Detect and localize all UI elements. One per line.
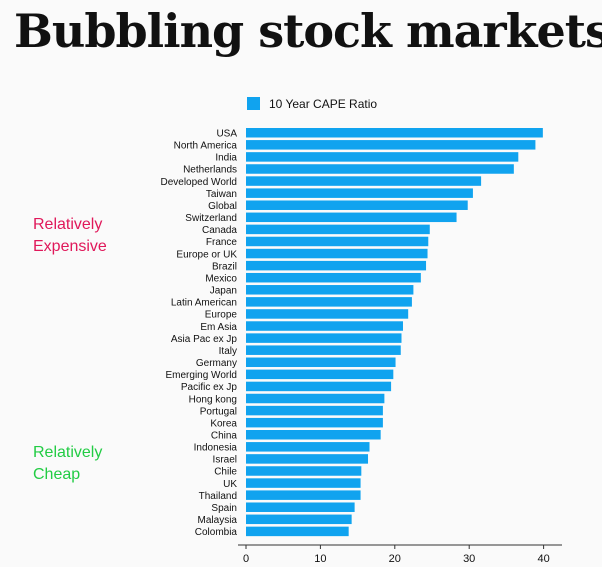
bar-europe [246,309,409,319]
bar-france [246,236,429,247]
bar-north-america [246,140,536,150]
category-label-canada: Canada [202,225,237,236]
category-label-japan: Japan [210,286,237,297]
bar-indonesia [246,442,370,452]
bar-developed-world [246,176,482,186]
category-label-italy: Italy [219,346,237,357]
bar-latin-american [246,297,412,307]
bar-netherlands [246,164,514,174]
category-label-france: France [206,237,238,248]
bar-taiwan [246,188,473,198]
bar-colombia [246,526,349,537]
cheap-annotation-line-2: Cheap [33,466,81,483]
x-tick-label-0: 0 [243,553,249,565]
bar-brazil [246,260,427,271]
bar-mexico [246,272,421,283]
category-label-uk: UK [223,479,237,490]
bar-india [246,152,519,162]
x-axis: 0 10 20 30 40 [238,544,562,565]
bar-portugal [246,405,383,416]
legend-swatch [247,97,260,110]
legend-label: 10 Year CAPE Ratio [269,97,377,111]
bar-thailand [246,490,361,500]
x-tick-label-10: 10 [314,553,326,565]
legend: 10 Year CAPE Ratio [247,97,377,111]
category-label-spain: Spain [211,503,237,514]
bar-emerging-world [246,369,394,380]
expensive-annotation-line-2: Expensive [33,238,107,255]
category-label-europe: Europe [205,310,238,321]
category-label-pacific-ex-jp: Pacific ex Jp [181,382,238,393]
expensive-annotation-line-1: Relatively [33,216,103,233]
bar-malaysia [246,514,352,525]
category-label-hong-kong: Hong kong [189,394,237,405]
category-label-taiwan: Taiwan [206,189,237,200]
category-label-asia-pac-ex-jp: Asia Pac ex Jp [171,334,238,345]
category-label-latin-american: Latin American [171,298,237,309]
category-label-korea: Korea [210,418,237,429]
bar-switzerland [246,212,457,223]
category-label-indonesia: Indonesia [194,443,238,454]
category-label-thailand: Thailand [199,491,237,502]
category-label-colombia: Colombia [195,527,238,538]
bar-asia-pac-ex-jp [246,333,402,343]
bar-em-asia [246,321,403,331]
bar-israel [246,454,369,464]
category-label-usa: USA [216,129,237,140]
bar-global [246,200,468,210]
category-label-brazil: Brazil [212,261,237,272]
category-label-north-america: North America [174,141,238,152]
category-label-emerging-world: Emerging World [165,370,237,381]
expensive-annotation: Relatively Expensive [33,214,107,258]
category-label-india: India [215,153,237,164]
bar-canada [246,224,430,235]
bar-china [246,430,381,440]
bar-uk [246,478,361,488]
cheap-annotation-line-1: Relatively [33,444,103,461]
category-label-em-asia: Em Asia [200,322,237,333]
bar-korea [246,417,383,428]
bar-italy [246,345,401,355]
category-label-global: Global [208,201,237,212]
category-label-europe-or-uk: Europe or UK [176,249,237,260]
x-tick-label-20: 20 [389,553,401,565]
page-title: Bubbling stock markets [14,4,602,58]
bar-hong-kong [246,393,385,404]
category-label-portugal: Portugal [200,406,237,417]
bar-usa [246,128,543,138]
category-label-switzerland: Switzerland [185,213,237,224]
x-tick-label-40: 40 [537,553,549,565]
category-label-mexico: Mexico [205,273,237,284]
category-label-germany: Germany [196,358,237,369]
bar-chile [246,466,362,476]
category-label-chile: Chile [214,467,237,478]
bar-spain [246,502,355,512]
category-label-malaysia: Malaysia [198,515,238,526]
x-tick-label-30: 30 [463,553,475,565]
bar-pacific-ex-jp [246,381,392,392]
category-label-israel: Israel [213,455,237,466]
bar-japan [246,285,414,295]
category-label-developed-world: Developed World [160,177,237,188]
category-label-china: China [211,431,238,442]
category-label-netherlands: Netherlands [183,165,237,176]
bar-germany [246,357,396,368]
cheap-annotation: Relatively Cheap [33,442,102,486]
bar-europe-or-uk [246,248,428,259]
bars-group [246,128,543,537]
